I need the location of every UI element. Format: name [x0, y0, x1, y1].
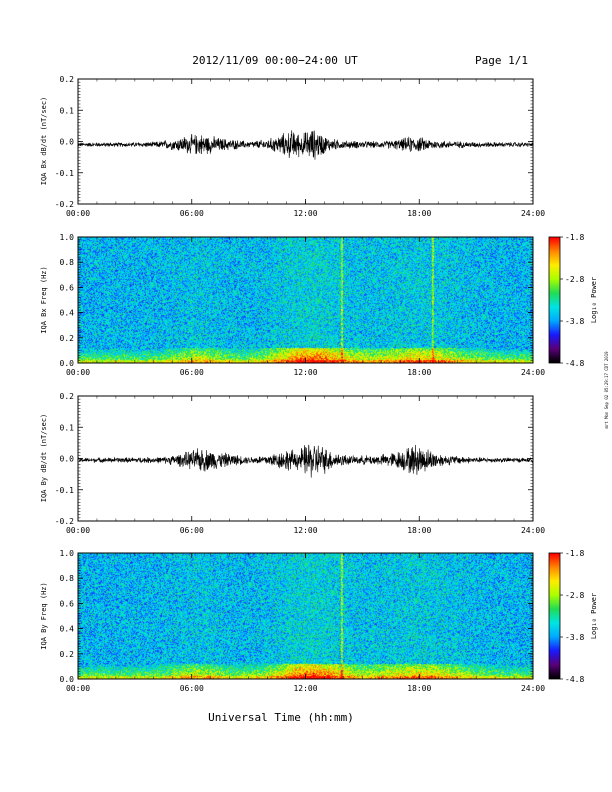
y-tick-label: -0.1	[55, 486, 74, 495]
colorbar-tick-label: -2.8	[565, 591, 584, 600]
bx-dbdt-xticks: 00:00 06:00 12:00 18:00 24:00	[66, 79, 545, 218]
y-tick-label: 0.2	[60, 392, 75, 401]
x-tick-label: 24:00	[521, 684, 545, 693]
x-tick-label: 00:00	[66, 526, 90, 535]
x-tick-label: 00:00	[66, 368, 90, 377]
x-tick-label: 06:00	[180, 684, 204, 693]
page-title: 2012/11/09 00:00−24:00 UT	[192, 54, 358, 67]
x-tick-label: 06:00	[180, 368, 204, 377]
y-tick-label: 0.8	[60, 574, 75, 583]
y-tick-label: 1.0	[60, 549, 75, 558]
bx-colorbar-gradient	[549, 237, 560, 363]
by-dbdt-panel: IQA By dB/dt (nT/sec) -0.2-0.10.00.10.2 …	[40, 392, 545, 535]
x-tick-label: 18:00	[407, 368, 431, 377]
y-tick-label: 0.0	[60, 455, 75, 464]
bx-dbdt-panel: IQA Bx dB/dt (nT/sec) -0.2-0.10.00.10.2 …	[40, 75, 545, 218]
by-spectrogram-ylabel: IQA By Freq (Hz)	[40, 582, 48, 649]
x-tick-label: 24:00	[521, 526, 545, 535]
y-tick-label: 0.1	[60, 423, 75, 432]
y-tick-label: 0.0	[60, 138, 75, 147]
y-tick-label: 0.2	[60, 75, 75, 84]
y-tick-label: 0.8	[60, 258, 75, 267]
generation-stamp: mrt Mon Sep 02 05:29:17 CDT 2019	[604, 351, 609, 429]
y-tick-label: 0.4	[60, 625, 75, 634]
bx-spectrogram-panel: IQA Bx Freq (Hz) 0.0 0.2 0.4 0.6 0.8 1.0 00:0…	[40, 233, 545, 377]
x-tick-label: 00:00	[66, 684, 90, 693]
x-tick-label: 24:00	[521, 368, 545, 377]
by-dbdt-trace	[77, 444, 534, 478]
x-tick-label: 12:00	[293, 526, 317, 535]
y-tick-label: -0.2	[55, 517, 74, 526]
x-tick-label: 00:00	[66, 209, 90, 218]
y-tick-label: 1.0	[60, 233, 75, 242]
y-tick-label: 0.6	[60, 283, 75, 292]
bx-colorbar-label: Log₁₀ Power	[590, 277, 598, 323]
bx-dbdt-trace	[77, 130, 534, 160]
x-tick-label: 12:00	[293, 684, 317, 693]
y-tick-label: 0.2	[60, 334, 75, 343]
by-colorbar-label: Log₁₀ Power	[590, 593, 598, 639]
colorbar-tick-label: -4.8	[565, 359, 584, 368]
colorbar-tick-label: -3.8	[565, 317, 584, 326]
y-tick-label: 0.2	[60, 650, 75, 659]
x-tick-label: 06:00	[180, 526, 204, 535]
x-tick-label: 18:00	[407, 209, 431, 218]
by-spectrogram-panel: IQA By Freq (Hz) 0.0 0.2 0.4 0.6 0.8 1.0 00:0…	[40, 549, 545, 693]
bx-spectrogram-ylabel: IQA Bx Freq (Hz)	[40, 266, 48, 333]
colorbar-tick-label: -3.8	[565, 633, 584, 642]
colorbar-tick-label: -2.8	[565, 275, 584, 284]
colorbar-tick-label: -4.8	[565, 675, 584, 684]
x-tick-label: 18:00	[407, 684, 431, 693]
by-colorbar: -1.8 -2.8 -3.8 -4.8 Log₁₀ Power	[548, 549, 598, 684]
y-tick-label: -0.2	[55, 200, 74, 209]
y-tick-label: -0.1	[55, 169, 74, 178]
x-tick-label: 18:00	[407, 526, 431, 535]
bx-dbdt-ylabel: IQA Bx dB/dt (nT/sec)	[40, 97, 48, 186]
x-axis-label: Universal Time (hh:mm)	[208, 711, 354, 724]
y-tick-label: 0.1	[60, 106, 75, 115]
x-tick-label: 12:00	[293, 209, 317, 218]
x-tick-label: 24:00	[521, 209, 545, 218]
bx-colorbar: -1.8 -2.8 -3.8 -4.8 Log₁₀ Power	[548, 233, 598, 368]
by-spectrogram-heatmap	[78, 553, 533, 679]
by-colorbar-gradient	[549, 553, 560, 679]
y-tick-label: 0.0	[60, 675, 75, 684]
x-tick-label: 06:00	[180, 209, 204, 218]
y-tick-label: 0.6	[60, 599, 75, 608]
y-tick-label: 0.0	[60, 359, 75, 368]
by-dbdt-ylabel: IQA By dB/dt (nT/sec)	[40, 414, 48, 503]
bx-spectrogram-heatmap	[78, 237, 533, 363]
y-tick-label: 0.4	[60, 309, 75, 318]
x-tick-label: 12:00	[293, 368, 317, 377]
colorbar-tick-label: -1.8	[565, 233, 584, 242]
colorbar-tick-label: -1.8	[565, 549, 584, 558]
page-number: Page 1/1	[475, 54, 528, 67]
